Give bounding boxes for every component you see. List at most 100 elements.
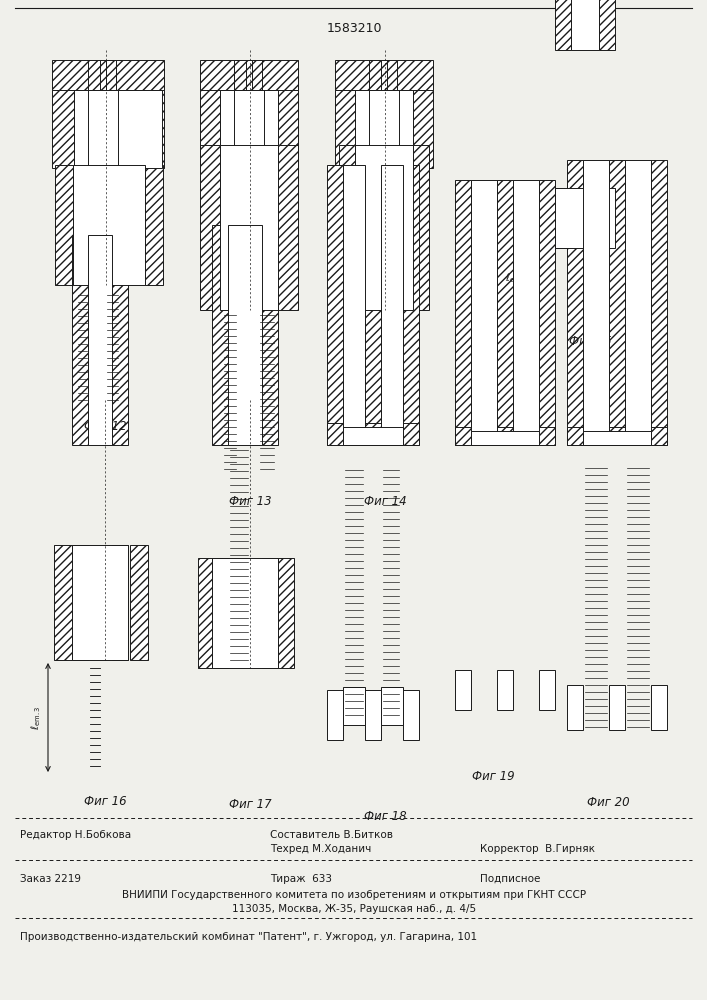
Text: Техред М.Ходанич: Техред М.Ходанич [270,844,371,854]
Bar [262,225,278,445]
Bar [571,0,599,50]
Bar [355,90,413,168]
Bar [112,545,128,660]
Bar [88,90,118,168]
Bar [609,685,625,730]
Bar [403,165,419,445]
Bar [471,431,539,445]
Bar [567,427,667,445]
Bar [455,427,555,445]
Bar [198,558,216,668]
Bar [343,165,365,445]
Bar [555,0,571,50]
Bar [555,188,615,248]
Bar [276,558,294,668]
Bar [128,90,142,168]
Bar [335,90,355,168]
Bar [343,427,403,445]
Bar [365,690,381,740]
Text: Фиг 15: Фиг 15 [568,335,612,348]
Bar [327,423,419,445]
Bar [54,545,72,660]
Bar [413,145,429,310]
Bar [200,145,220,310]
Bar [278,90,298,168]
Bar [212,558,278,668]
Text: Фиг 12: Фиг 12 [83,420,127,433]
Text: Фиг 16: Фиг 16 [83,795,127,808]
Text: Заказ 2219: Заказ 2219 [20,874,81,884]
Bar [497,670,513,710]
Bar [200,60,298,90]
Bar [339,145,355,310]
Bar [387,60,397,90]
Bar [252,60,262,90]
Bar [455,180,471,445]
Bar [130,545,148,660]
Bar [541,188,557,248]
Text: Подписное: Подписное [480,874,540,884]
Bar [212,225,228,445]
Bar [651,685,667,730]
Bar [539,180,555,445]
Bar [471,180,497,445]
Bar [220,90,234,168]
Bar [73,165,145,285]
Text: ВНИИПИ Государственного комитета по изобретениям и открытиям при ГКНТ СССР: ВНИИПИ Государственного комитета по изоб… [122,890,586,900]
Bar [106,60,116,90]
Bar [72,235,88,445]
Bar [599,188,615,248]
Bar [539,670,555,710]
Bar [625,160,651,445]
Bar [278,145,298,310]
Bar [455,670,471,710]
Bar [228,225,262,445]
Bar [567,685,583,730]
Bar [381,687,403,725]
Bar [88,60,100,90]
Bar [72,545,88,660]
Bar [399,90,413,168]
Bar [264,90,278,168]
Bar [651,160,667,445]
Bar [365,165,381,445]
Text: Фиг 14: Фиг 14 [363,495,407,508]
Text: Составитель В.Битков: Составитель В.Битков [270,830,393,840]
Bar [52,90,74,168]
Text: Фиг 20: Фиг 20 [587,796,629,809]
Bar [369,60,381,90]
Bar [403,690,419,740]
Bar [88,235,112,445]
Bar [355,145,413,310]
Text: Производственно-издательский комбинат "Патент", г. Ужгород, ул. Гагарина, 101: Производственно-издательский комбинат "П… [20,932,477,942]
Text: Корректор  В.Гирняк: Корректор В.Гирняк [480,844,595,854]
Bar [599,0,615,50]
Bar [369,90,399,168]
Text: $\ell_{\rm em.3}$: $\ell_{\rm em.3}$ [29,705,43,730]
Text: Фиг 17: Фиг 17 [228,798,271,811]
Bar [609,160,625,445]
Bar [142,90,164,168]
Bar [343,687,365,725]
Bar [335,60,433,90]
Text: Редактор Н.Бобкова: Редактор Н.Бобкова [20,830,131,840]
Bar [145,165,163,285]
Bar [220,90,278,168]
Bar [55,165,73,285]
Bar [413,90,433,168]
Bar [583,431,651,445]
Bar [234,60,246,90]
Bar [112,235,128,445]
Bar [355,90,369,168]
Bar [381,165,403,445]
Bar [74,90,88,168]
Bar [327,165,343,445]
Text: 113035, Москва, Ж-35, Раушская наб., д. 4/5: 113035, Москва, Ж-35, Раушская наб., д. … [232,904,476,914]
Bar [200,90,220,168]
Text: Тираж  633: Тираж 633 [270,874,332,884]
Bar [212,558,228,668]
Text: 1583210: 1583210 [326,22,382,35]
Bar [327,690,343,740]
Text: Фиг 13: Фиг 13 [228,495,271,508]
Bar [567,160,583,445]
